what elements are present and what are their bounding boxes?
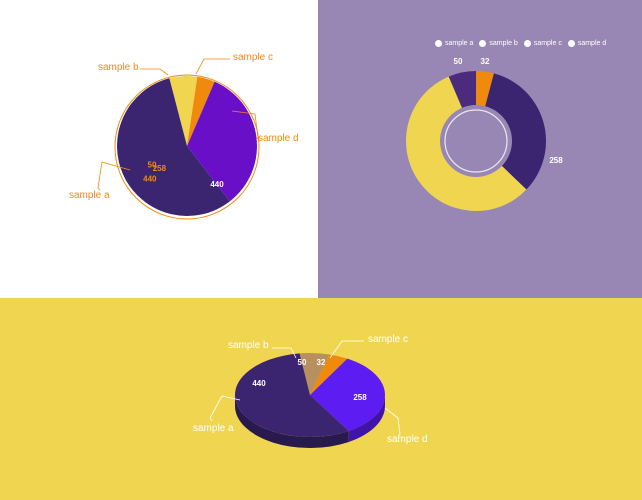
legend-item-sample-b[interactable]: sample b (479, 40, 518, 47)
donut-slice-sample-a[interactable] (406, 76, 527, 212)
callout-label: sample b (98, 62, 139, 73)
legend-label: sample d (577, 40, 607, 47)
pie-slice-sample-c[interactable] (187, 76, 215, 146)
data-label: 258 (353, 393, 367, 402)
pie-slice-sample-b[interactable] (169, 76, 198, 146)
data-label: 440 (143, 175, 157, 184)
callout-label: sample d (387, 434, 428, 445)
callout-line (231, 110, 259, 141)
donut-legend: sample a sample b sample c sample d (435, 40, 606, 47)
callout-label: sample c (368, 334, 408, 345)
pie3d-slice-sample-a[interactable] (234, 353, 349, 437)
data-label: 50 (454, 57, 463, 66)
callout-line (384, 407, 401, 438)
data-label: 258 (153, 164, 167, 173)
data-label: 50 (298, 358, 307, 367)
chart-panel-top-right (318, 0, 642, 298)
pie3d-slice-sample-d[interactable] (310, 358, 385, 431)
callout-line (195, 58, 230, 75)
callout-label: sample a (69, 190, 110, 201)
donut-slice-sample-d[interactable] (485, 73, 546, 190)
data-label: 32 (317, 358, 326, 367)
legend-item-sample-d[interactable]: sample d (567, 40, 607, 47)
callout-line (272, 347, 297, 359)
legend-marker-icon (435, 40, 442, 47)
callout-label: sample d (258, 133, 299, 144)
callout-line (97, 161, 131, 191)
callout-line (329, 340, 364, 359)
pie3d-slice-sample-b[interactable] (299, 353, 330, 395)
callout-label: sample c (233, 52, 273, 63)
callout-line (209, 395, 241, 422)
legend-item-sample-a[interactable]: sample a (435, 40, 473, 47)
callout-label: sample a (193, 423, 234, 434)
data-label: 32 (481, 57, 490, 66)
pie3d-side-sample-a (234, 395, 349, 448)
data-label: 440 (252, 379, 266, 388)
donut-inner-ring (444, 109, 508, 173)
donut-slice-sample-c[interactable] (476, 71, 494, 107)
legend-marker-icon (523, 40, 531, 47)
legend-label: sample b (489, 40, 518, 47)
pie-outline-ring (114, 74, 260, 220)
pie3d-slice-sample-c[interactable] (310, 354, 348, 395)
donut-slice-sample-b[interactable] (448, 71, 477, 108)
pie-slice-sample-a[interactable] (116, 78, 230, 216)
data-label: 258 (549, 156, 563, 165)
pie3d-side-sample-d (348, 395, 385, 442)
data-label: 50 (148, 161, 157, 170)
callout-line (140, 68, 169, 76)
legend-label: sample a (445, 40, 474, 47)
legend-label: sample c (533, 40, 562, 47)
callout-label: sample b (228, 340, 269, 351)
legend-marker-icon (479, 40, 487, 47)
data-label: 440 (210, 180, 224, 189)
legend-marker-icon (567, 40, 575, 47)
legend-item-sample-c[interactable]: sample c (523, 40, 562, 47)
